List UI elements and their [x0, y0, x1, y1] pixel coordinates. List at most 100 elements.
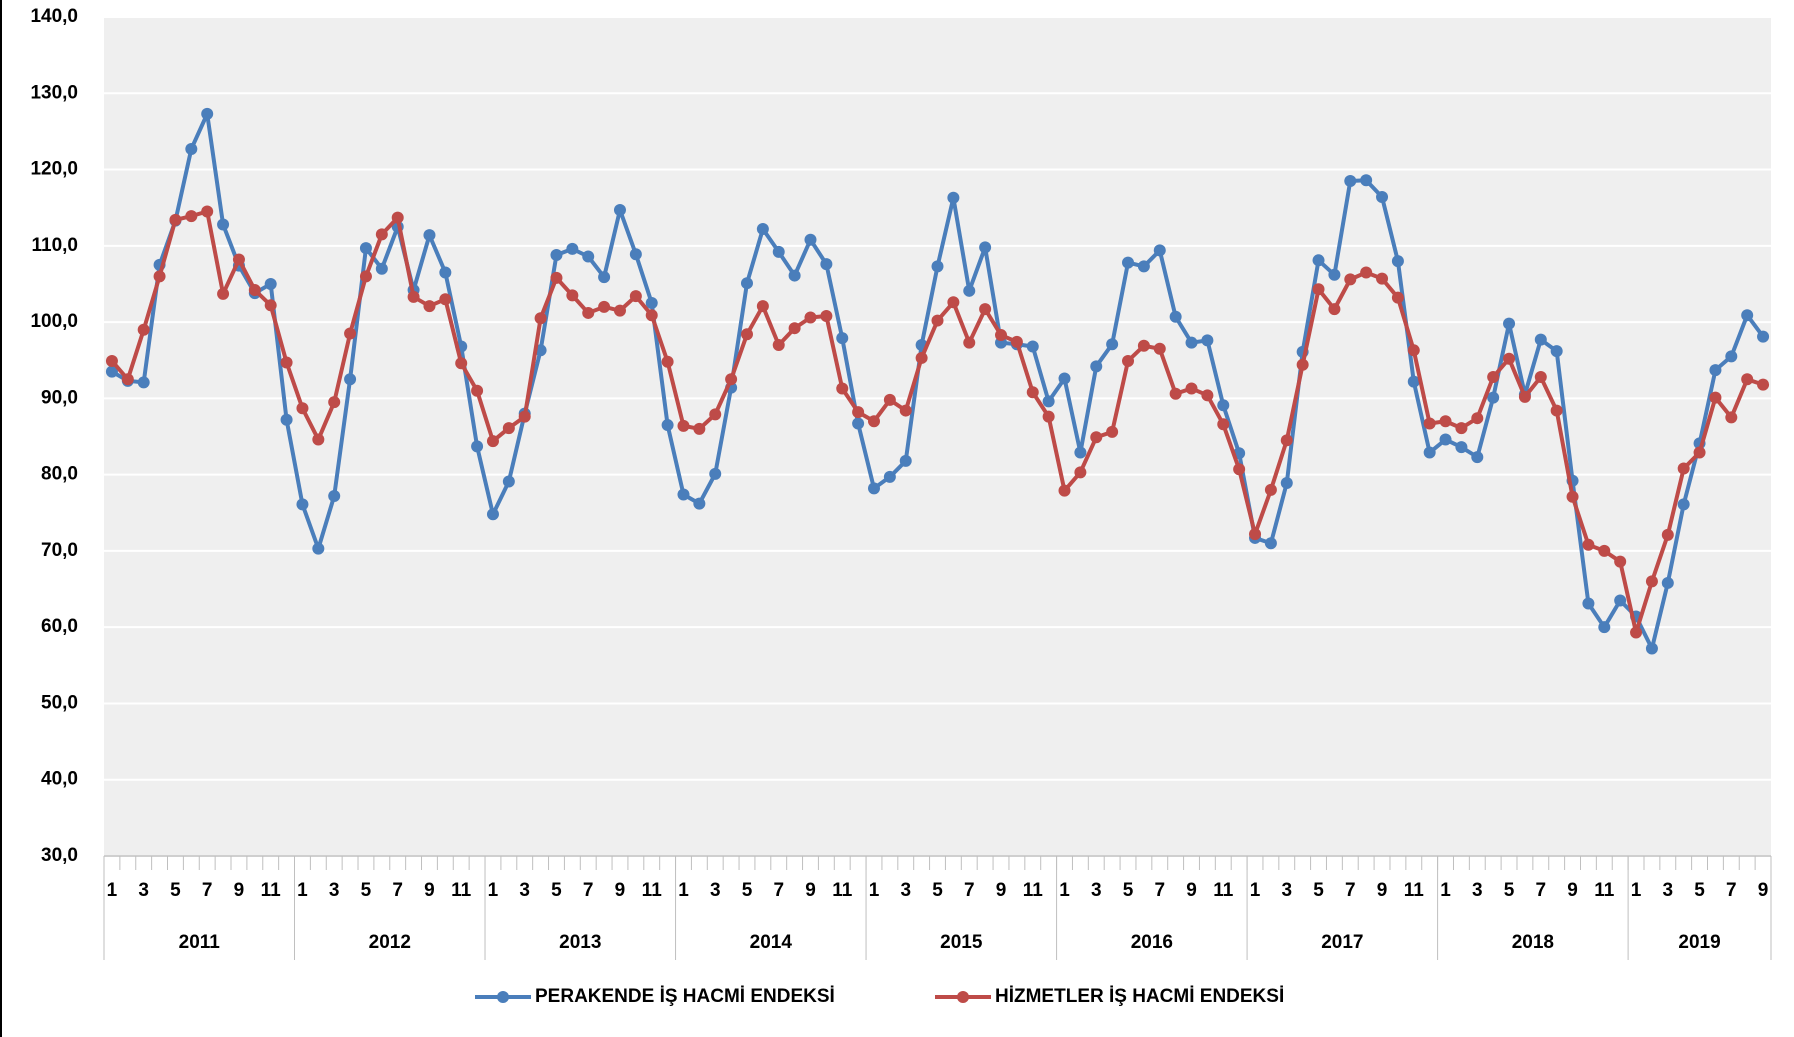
- data-point: [455, 357, 468, 370]
- x-tick-label: 11: [1023, 880, 1044, 901]
- data-point: [1709, 364, 1722, 377]
- data-point: [1074, 466, 1087, 479]
- data-point: [613, 203, 626, 216]
- data-point: [471, 440, 484, 453]
- data-point: [1614, 555, 1627, 568]
- data-point: [709, 408, 722, 421]
- x-tick-label: 3: [1281, 880, 1292, 901]
- data-point: [1312, 254, 1325, 267]
- data-point: [1550, 345, 1563, 358]
- data-point: [137, 376, 150, 389]
- data-point: [693, 422, 706, 435]
- data-point: [1709, 391, 1722, 404]
- data-point: [217, 218, 230, 231]
- data-point: [931, 314, 944, 327]
- data-point: [693, 497, 706, 510]
- data-point: [1582, 538, 1595, 551]
- data-point: [804, 233, 817, 246]
- data-point: [963, 336, 976, 349]
- data-point: [1344, 273, 1357, 286]
- data-point: [264, 277, 277, 290]
- x-tick-label: 1: [869, 880, 880, 901]
- data-point: [1741, 373, 1754, 386]
- data-point: [1518, 390, 1531, 403]
- data-point: [1439, 415, 1452, 428]
- data-point: [820, 309, 833, 322]
- data-point: [931, 260, 944, 273]
- data-point: [328, 489, 341, 502]
- x-tick-label: 5: [1313, 880, 1324, 901]
- data-point: [534, 312, 547, 325]
- data-point: [598, 300, 611, 313]
- data-point: [1185, 336, 1198, 349]
- data-point: [1741, 309, 1754, 322]
- x-tick-label: 11: [1404, 880, 1425, 901]
- data-point: [550, 248, 563, 261]
- x-tick-label: 5: [170, 880, 181, 901]
- data-point: [1042, 410, 1055, 423]
- data-point: [1757, 330, 1770, 343]
- data-point: [1233, 463, 1246, 476]
- x-tick-label: 11: [832, 880, 853, 901]
- x-tick-label: 1: [1440, 880, 1451, 901]
- legend-marker: [497, 991, 509, 1003]
- x-tick-label: 5: [1123, 880, 1134, 901]
- x-tick-label: 5: [1694, 880, 1705, 901]
- data-point: [629, 290, 642, 303]
- y-tick-label: 40,0: [41, 769, 78, 790]
- data-point: [1296, 358, 1309, 371]
- data-point: [947, 191, 960, 204]
- data-point: [772, 245, 785, 258]
- data-point: [344, 373, 357, 386]
- data-point: [725, 373, 738, 386]
- x-tick-label: 3: [900, 880, 911, 901]
- data-point: [1328, 303, 1341, 316]
- x-tick-label: 9: [996, 880, 1007, 901]
- data-point: [1487, 371, 1500, 384]
- data-point: [1169, 310, 1182, 323]
- data-point: [1074, 446, 1087, 459]
- data-point: [709, 467, 722, 480]
- data-point: [867, 482, 880, 495]
- y-tick-label: 140,0: [30, 6, 78, 27]
- data-point: [105, 365, 118, 378]
- data-point: [1566, 490, 1579, 503]
- x-tick-label: 9: [1377, 880, 1388, 901]
- data-point: [1010, 335, 1023, 348]
- x-tick-label: 3: [519, 880, 530, 901]
- data-point: [1407, 375, 1420, 388]
- data-point: [1693, 446, 1706, 459]
- data-point: [1280, 434, 1293, 447]
- legend-label: HİZMETLER İŞ HACMİ ENDEKSİ: [995, 986, 1284, 1007]
- data-point: [1249, 528, 1262, 541]
- data-point: [153, 270, 166, 283]
- data-point: [486, 435, 499, 448]
- data-point: [979, 241, 992, 254]
- x-tick-label: 1: [297, 880, 308, 901]
- data-point: [1455, 441, 1468, 454]
- x-group-label: 2018: [1512, 932, 1554, 953]
- data-point: [947, 296, 960, 309]
- data-point: [217, 287, 230, 300]
- data-point: [1026, 386, 1039, 399]
- data-point: [359, 270, 372, 283]
- plot-area: [104, 17, 1771, 856]
- x-tick-label: 3: [138, 880, 149, 901]
- x-group-label: 2017: [1321, 932, 1363, 953]
- data-point: [1090, 360, 1103, 373]
- data-point: [1550, 404, 1563, 417]
- data-point: [915, 351, 928, 364]
- data-point: [1725, 350, 1738, 363]
- data-point: [1312, 283, 1325, 296]
- y-tick-label: 100,0: [30, 311, 78, 332]
- data-point: [1106, 338, 1119, 351]
- x-tick-label: 7: [964, 880, 975, 901]
- x-group-label: 2014: [750, 932, 793, 953]
- x-tick-label: 11: [451, 880, 472, 901]
- data-point: [1058, 372, 1071, 385]
- data-point: [1487, 391, 1500, 404]
- data-point: [979, 303, 992, 316]
- data-point: [375, 228, 388, 241]
- data-point: [899, 404, 912, 417]
- data-point: [280, 413, 293, 426]
